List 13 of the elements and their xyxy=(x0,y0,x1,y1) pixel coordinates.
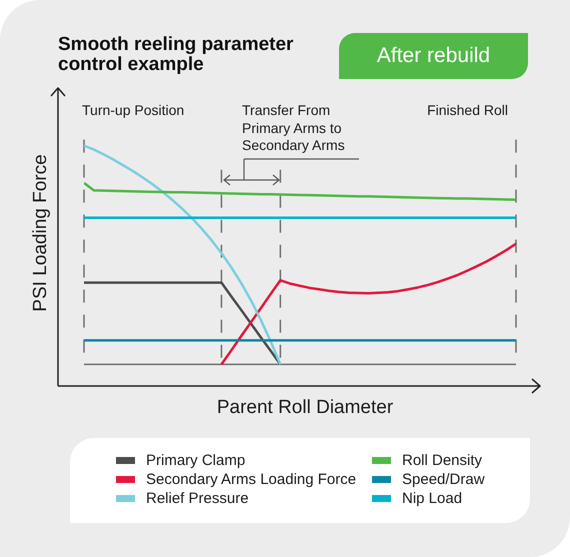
text: Turn-up Position xyxy=(82,102,184,118)
chart-title: Smooth reeling parameter control example xyxy=(58,34,294,74)
x-axis-title: Parent Roll Diameter xyxy=(216,397,394,418)
legend-label: Nip Load xyxy=(402,490,462,507)
chart-subtitle: After rebuild xyxy=(376,44,490,68)
y-axis-title: PSI Loading Force xyxy=(30,154,51,312)
legend-label: Primary Clamp xyxy=(146,452,246,469)
legend-label: Relief Pressure xyxy=(146,490,249,507)
annotation: Transfer From Primary Arms to Secondary Arms xyxy=(242,102,345,153)
legend-label: Speed/Draw xyxy=(402,471,485,488)
text: Finished Roll xyxy=(427,102,508,118)
legend-label: Secondary Arms Loading Force xyxy=(146,471,356,488)
legend-label: Roll Density xyxy=(402,452,482,469)
